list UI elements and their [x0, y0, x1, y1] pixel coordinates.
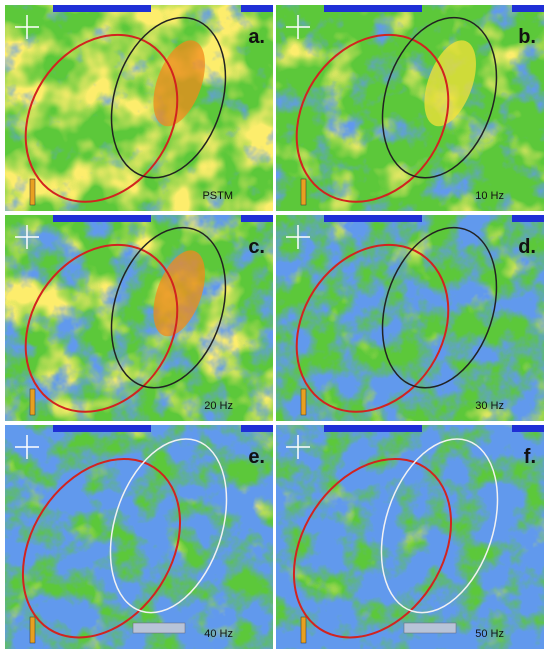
scale-box [133, 623, 185, 633]
scale-bar [324, 215, 422, 222]
panel-label: 20 Hz [204, 400, 233, 412]
panel-letter: d. [518, 236, 536, 258]
scale-bar [324, 425, 422, 432]
scale-bar [241, 215, 273, 222]
scale-bar [53, 215, 151, 222]
scale-bar [53, 5, 151, 12]
map-panel [0, 424, 273, 653]
panel-label: 50 Hz [475, 628, 504, 640]
panel-letter: a. [248, 26, 265, 48]
color-bar [301, 179, 306, 205]
scale-bar [53, 425, 151, 432]
color-bar [30, 617, 35, 643]
map-texture [5, 425, 273, 649]
panel-letter: e. [248, 446, 265, 468]
scale-bar [512, 215, 544, 222]
color-bar [30, 179, 35, 205]
scale-bar [512, 5, 544, 12]
figure: a. PSTM b. 10 Hz c. 20 Hz d. 30 Hz e. 40 Hz f. 50 H… [0, 0, 551, 653]
panel-letter: b. [518, 26, 536, 48]
panel-label: PSTM [202, 190, 233, 202]
scale-bar [241, 5, 273, 12]
panel-label: 30 Hz [475, 400, 504, 412]
panel-letter: c. [248, 236, 265, 258]
map-panel [262, 424, 544, 653]
panel-label: 40 Hz [204, 628, 233, 640]
color-bar [301, 617, 306, 643]
panel-label: 10 Hz [475, 190, 504, 202]
scale-bar [512, 425, 544, 432]
scale-box [404, 623, 456, 633]
map-texture [276, 425, 544, 649]
color-bar [30, 389, 35, 415]
scale-bar [324, 5, 422, 12]
color-bar [301, 389, 306, 415]
panel-letter: f. [524, 446, 536, 468]
scale-bar [241, 425, 273, 432]
